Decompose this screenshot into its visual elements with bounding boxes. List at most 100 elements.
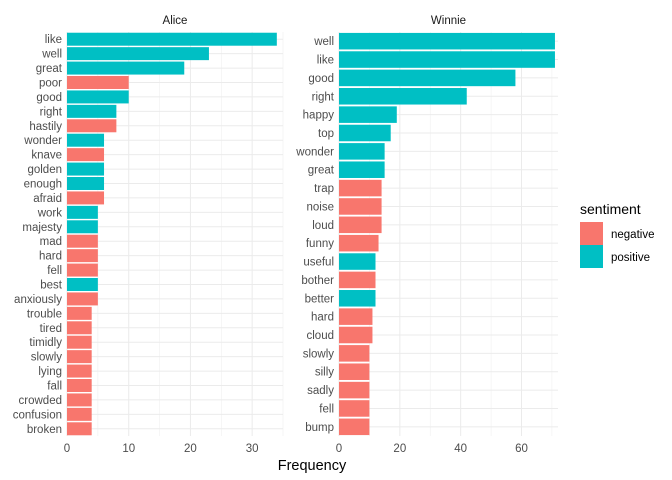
- category-label: broken: [27, 424, 62, 436]
- bar-great: [339, 161, 385, 178]
- bar-fell: [339, 400, 370, 417]
- category-label: poor: [39, 78, 62, 90]
- bar-hard: [67, 249, 98, 263]
- bar-enough: [67, 177, 105, 190]
- bar-good: [67, 90, 129, 104]
- category-label: well: [41, 49, 62, 61]
- bar-useful: [339, 253, 376, 270]
- category-label: cloud: [307, 330, 335, 342]
- category-label: great: [308, 165, 335, 177]
- x-tick-label: 0: [336, 443, 342, 455]
- bar-like: [67, 32, 277, 46]
- category-label: happy: [303, 110, 335, 122]
- category-label: knave: [31, 150, 62, 162]
- category-label: great: [36, 63, 63, 75]
- bar-silly: [339, 363, 370, 380]
- facets: Alice 0 10 20 30 like well great poor good right ha…: [13, 15, 558, 455]
- category-label: well: [313, 36, 334, 48]
- x-tick-label: 40: [454, 443, 467, 455]
- bar-mad: [67, 234, 98, 248]
- category-label: fell: [47, 265, 62, 277]
- legend-label-negative: negative: [611, 229, 654, 241]
- category-label: fall: [47, 381, 62, 393]
- category-label: good: [308, 73, 334, 85]
- category-label: noise: [307, 201, 335, 213]
- bar-well: [67, 47, 209, 61]
- bar-tired: [67, 321, 92, 335]
- bar-afraid: [67, 191, 105, 205]
- legend-label-positive: positive: [611, 252, 650, 264]
- bar-bump: [339, 418, 370, 436]
- bar-right: [67, 104, 117, 118]
- x-tick-label: 30: [246, 443, 259, 455]
- category-label: useful: [303, 257, 334, 269]
- category-label: afraid: [33, 193, 62, 205]
- category-label: right: [40, 106, 63, 118]
- bar-trouble: [67, 306, 92, 320]
- x-tick-label: 10: [122, 443, 135, 455]
- category-label: work: [37, 207, 63, 219]
- facet-winnie: Winnie 0 20 40 60 well like good right happy top wo…: [295, 15, 558, 455]
- category-label: like: [317, 55, 334, 67]
- bar-happy: [339, 106, 397, 123]
- bar-crowded: [67, 393, 92, 407]
- bar-great: [67, 61, 185, 75]
- category-label: golden: [27, 164, 62, 176]
- bar-poor: [67, 76, 129, 89]
- bar-anxiously: [67, 292, 98, 306]
- category-label: hastily: [29, 121, 62, 133]
- category-label: hard: [311, 312, 334, 324]
- category-label: confusion: [13, 409, 62, 421]
- bar-wonder: [67, 133, 105, 147]
- bar-broken: [67, 422, 92, 436]
- category-label: majesty: [22, 222, 62, 234]
- bar-noise: [339, 198, 382, 215]
- bar-sadly: [339, 381, 370, 399]
- bar-best: [67, 278, 98, 291]
- bar-lying: [67, 364, 92, 378]
- category-label: mad: [40, 236, 62, 248]
- category-label: better: [305, 293, 335, 305]
- bar-wonder: [339, 143, 385, 160]
- bar-slowly: [339, 345, 370, 362]
- bar-majesty: [67, 220, 98, 234]
- category-label: slowly: [31, 352, 63, 364]
- bar-better: [339, 290, 376, 307]
- bar-funny: [339, 234, 379, 252]
- category-label: sadly: [307, 385, 334, 397]
- x-tick-label: 20: [393, 443, 406, 455]
- category-label: trouble: [27, 308, 62, 320]
- facet-title: Alice: [163, 15, 188, 27]
- x-tick-label: 60: [515, 443, 528, 455]
- category-label: wonder: [295, 146, 334, 158]
- bar-good: [339, 69, 516, 87]
- bar-right: [339, 88, 467, 105]
- category-label: fell: [319, 403, 334, 415]
- legend: sentiment negative positive: [580, 201, 654, 268]
- category-label: best: [40, 280, 63, 292]
- category-label: crowded: [19, 395, 62, 407]
- category-label: bump: [305, 422, 334, 434]
- bar-slowly: [67, 350, 92, 364]
- bar-trap: [339, 179, 382, 197]
- legend-swatch-positive: [580, 245, 603, 268]
- category-label: enough: [24, 179, 62, 191]
- category-label: lying: [38, 366, 62, 378]
- bar-loud: [339, 216, 382, 234]
- category-label: funny: [306, 238, 334, 250]
- bar-well: [339, 32, 555, 50]
- category-label: loud: [312, 220, 334, 232]
- category-label: right: [312, 91, 335, 103]
- bar-timidly: [67, 335, 92, 349]
- category-label: good: [36, 92, 62, 104]
- facet-title: Winnie: [431, 15, 466, 27]
- x-axis-title: Frequency: [278, 458, 347, 474]
- bar-knave: [67, 148, 105, 162]
- legend-swatch-negative: [580, 222, 603, 245]
- category-label: bother: [301, 275, 334, 287]
- category-label: trap: [314, 183, 334, 195]
- category-label: hard: [39, 251, 62, 263]
- category-label: anxiously: [14, 294, 62, 306]
- category-label: timidly: [29, 337, 62, 349]
